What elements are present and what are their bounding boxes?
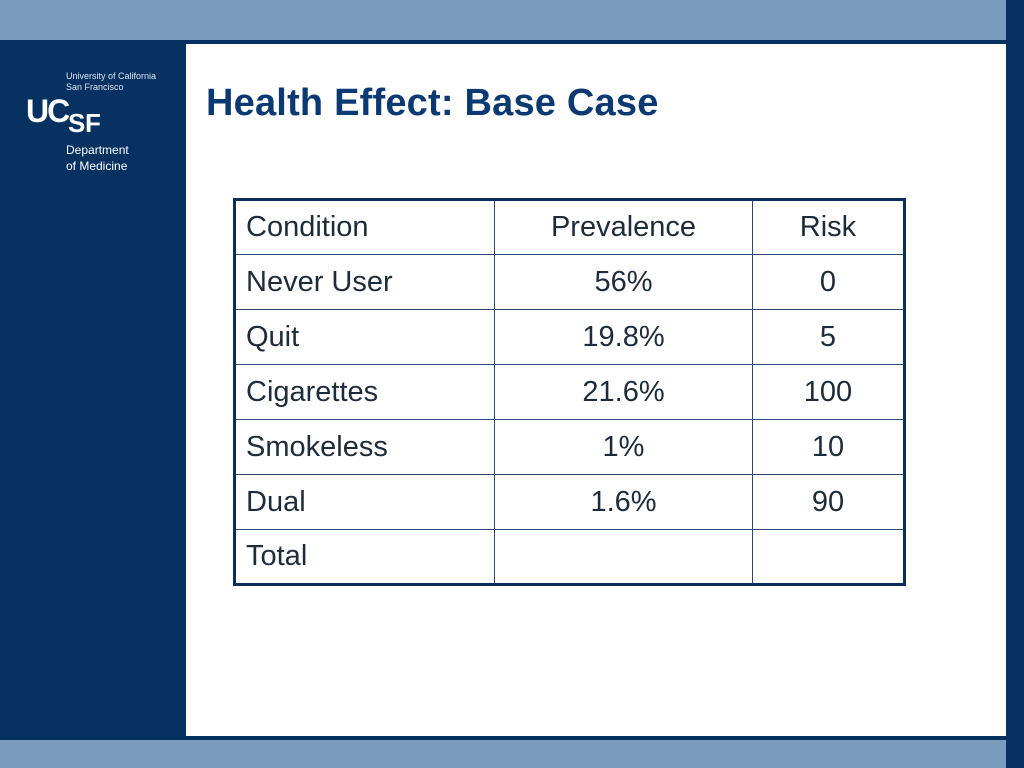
table-header-row: Condition Prevalence Risk bbox=[234, 199, 905, 255]
cell-risk: 10 bbox=[752, 419, 905, 475]
cell-risk: 0 bbox=[752, 254, 905, 310]
cell-prevalence bbox=[494, 529, 753, 585]
logo-university-text: University of California San Francisco bbox=[66, 71, 156, 93]
logo-department-line2: of Medicine bbox=[66, 159, 128, 173]
slide-title: Health Effect: Base Case bbox=[206, 82, 659, 124]
cell-risk: 100 bbox=[752, 364, 905, 420]
logo-university-line1: University of California bbox=[66, 71, 157, 81]
cell-condition: Dual bbox=[234, 474, 495, 530]
cell-prevalence: 1.6% bbox=[494, 474, 753, 530]
logo-department-text: Department of Medicine bbox=[66, 142, 129, 174]
ucsf-logo: University of California San Francisco U… bbox=[26, 68, 176, 188]
header-condition: Condition bbox=[234, 199, 495, 255]
header-risk: Risk bbox=[752, 199, 905, 255]
cell-condition: Total bbox=[234, 529, 495, 585]
cell-prevalence: 19.8% bbox=[494, 309, 753, 365]
sidebar bbox=[0, 40, 186, 740]
bottom-band bbox=[0, 740, 1006, 768]
table-row: Smokeless 1% 10 bbox=[234, 419, 905, 475]
cell-prevalence: 21.6% bbox=[494, 364, 753, 420]
health-effect-table: Condition Prevalence Risk Never User 56%… bbox=[233, 198, 906, 586]
ucsf-wordmark: UC S F bbox=[26, 90, 116, 138]
logo-university-line2: San Francisco bbox=[66, 82, 124, 92]
logo-department-line1: Department bbox=[66, 143, 129, 157]
cell-risk bbox=[752, 529, 905, 585]
cell-condition: Quit bbox=[234, 309, 495, 365]
cell-condition: Never User bbox=[234, 254, 495, 310]
cell-risk: 90 bbox=[752, 474, 905, 530]
logo-mark-f: F bbox=[85, 108, 101, 138]
cell-prevalence: 56% bbox=[494, 254, 753, 310]
table-row-total: Total bbox=[234, 529, 905, 585]
table-row: Never User 56% 0 bbox=[234, 254, 905, 310]
table-row: Quit 19.8% 5 bbox=[234, 309, 905, 365]
table-row: Cigarettes 21.6% 100 bbox=[234, 364, 905, 420]
header-prevalence: Prevalence bbox=[494, 199, 753, 255]
cell-condition: Cigarettes bbox=[234, 364, 495, 420]
cell-prevalence: 1% bbox=[494, 419, 753, 475]
table-row: Dual 1.6% 90 bbox=[234, 474, 905, 530]
logo-mark-uc: UC bbox=[26, 93, 70, 129]
cell-risk: 5 bbox=[752, 309, 905, 365]
logo-mark-s: S bbox=[68, 108, 85, 138]
right-border bbox=[1006, 0, 1024, 768]
top-band bbox=[0, 0, 1006, 40]
cell-condition: Smokeless bbox=[234, 419, 495, 475]
